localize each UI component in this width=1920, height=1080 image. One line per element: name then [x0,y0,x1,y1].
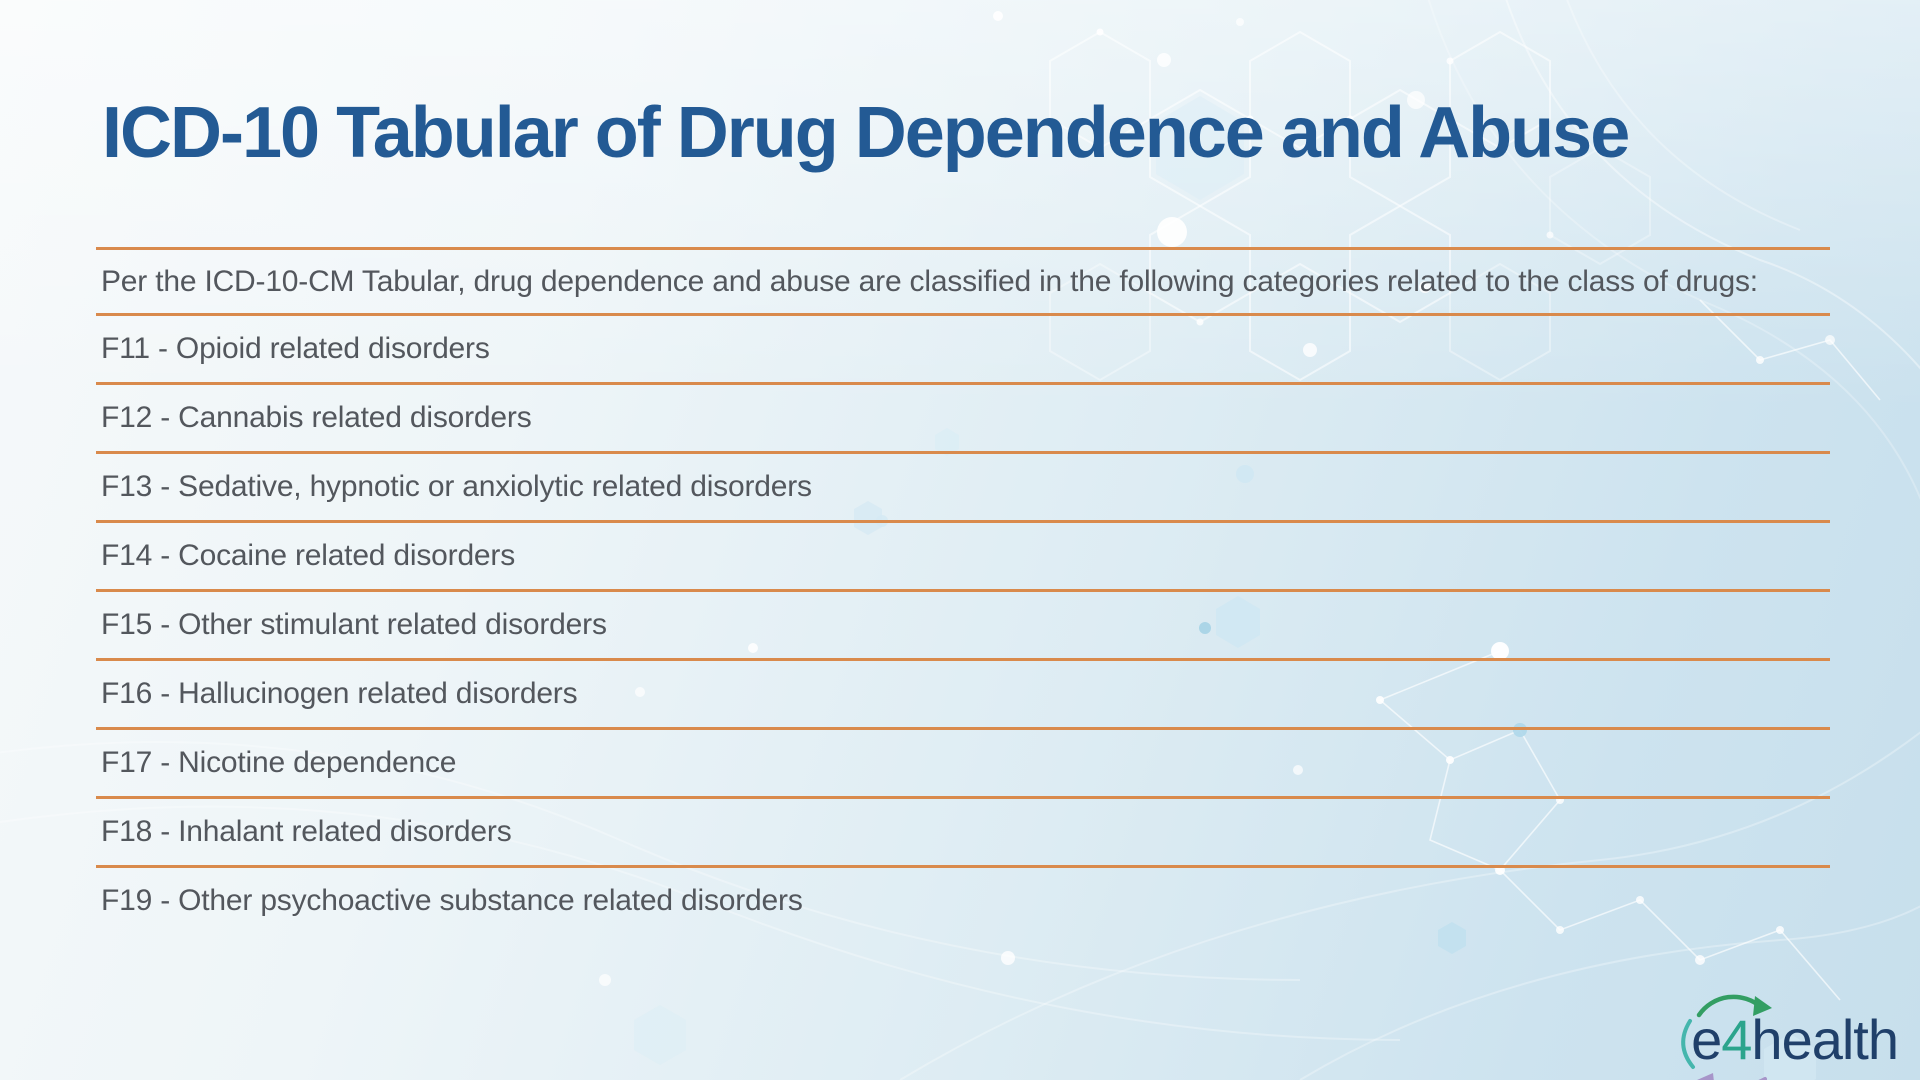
e4health-logo: e4 health [1681,994,1899,1080]
list-item-f13: F13 - Sedative, hypnotic or anxiolytic r… [96,451,1830,520]
list-item-f19: F19 - Other psychoactive substance relat… [96,865,1830,934]
list-item-f14: F14 - Cocaine related disorders [96,520,1830,589]
intro-text: Per the ICD-10-CM Tabular, drug dependen… [101,264,1758,298]
intro-row: Per the ICD-10-CM Tabular, drug dependen… [96,247,1830,313]
list-item-label: F12 - Cannabis related disorders [101,401,532,434]
list-item-label: F16 - Hallucinogen related disorders [101,677,578,710]
page-title: ICD-10 Tabular of Drug Dependence and Ab… [102,93,1630,173]
list-item-label: F14 - Cocaine related disorders [101,539,516,572]
list-item-f11: F11 - Opioid related disorders [96,313,1830,382]
list-item-f16: F16 - Hallucinogen related disorders [96,658,1830,727]
list-item-f17: F17 - Nicotine dependence [96,727,1830,796]
list-item-label: F17 - Nicotine dependence [101,746,457,779]
logo-digit-4: 4 [1721,1008,1752,1071]
list-item-label: F19 - Other psychoactive substance relat… [101,884,803,917]
list-item-f12: F12 - Cannabis related disorders [96,382,1830,451]
list-item-label: F15 - Other stimulant related disorders [101,608,607,641]
list-item-label: F18 - Inhalant related disorders [101,815,512,848]
logo-cycle-arrows-icon [1681,994,1773,1080]
logo-word-health: health [1751,1008,1899,1071]
list-item-f15: F15 - Other stimulant related disorders [96,589,1830,658]
list-item-label: F13 - Sedative, hypnotic or anxiolytic r… [101,470,812,503]
list-item-f18: F18 - Inhalant related disorders [96,796,1830,865]
logo-letter-e: e [1691,1008,1722,1071]
logo-mark: e4 [1681,994,1773,1080]
category-table: Per the ICD-10-CM Tabular, drug dependen… [96,247,1830,934]
list-item-label: F11 - Opioid related disorders [101,332,490,365]
